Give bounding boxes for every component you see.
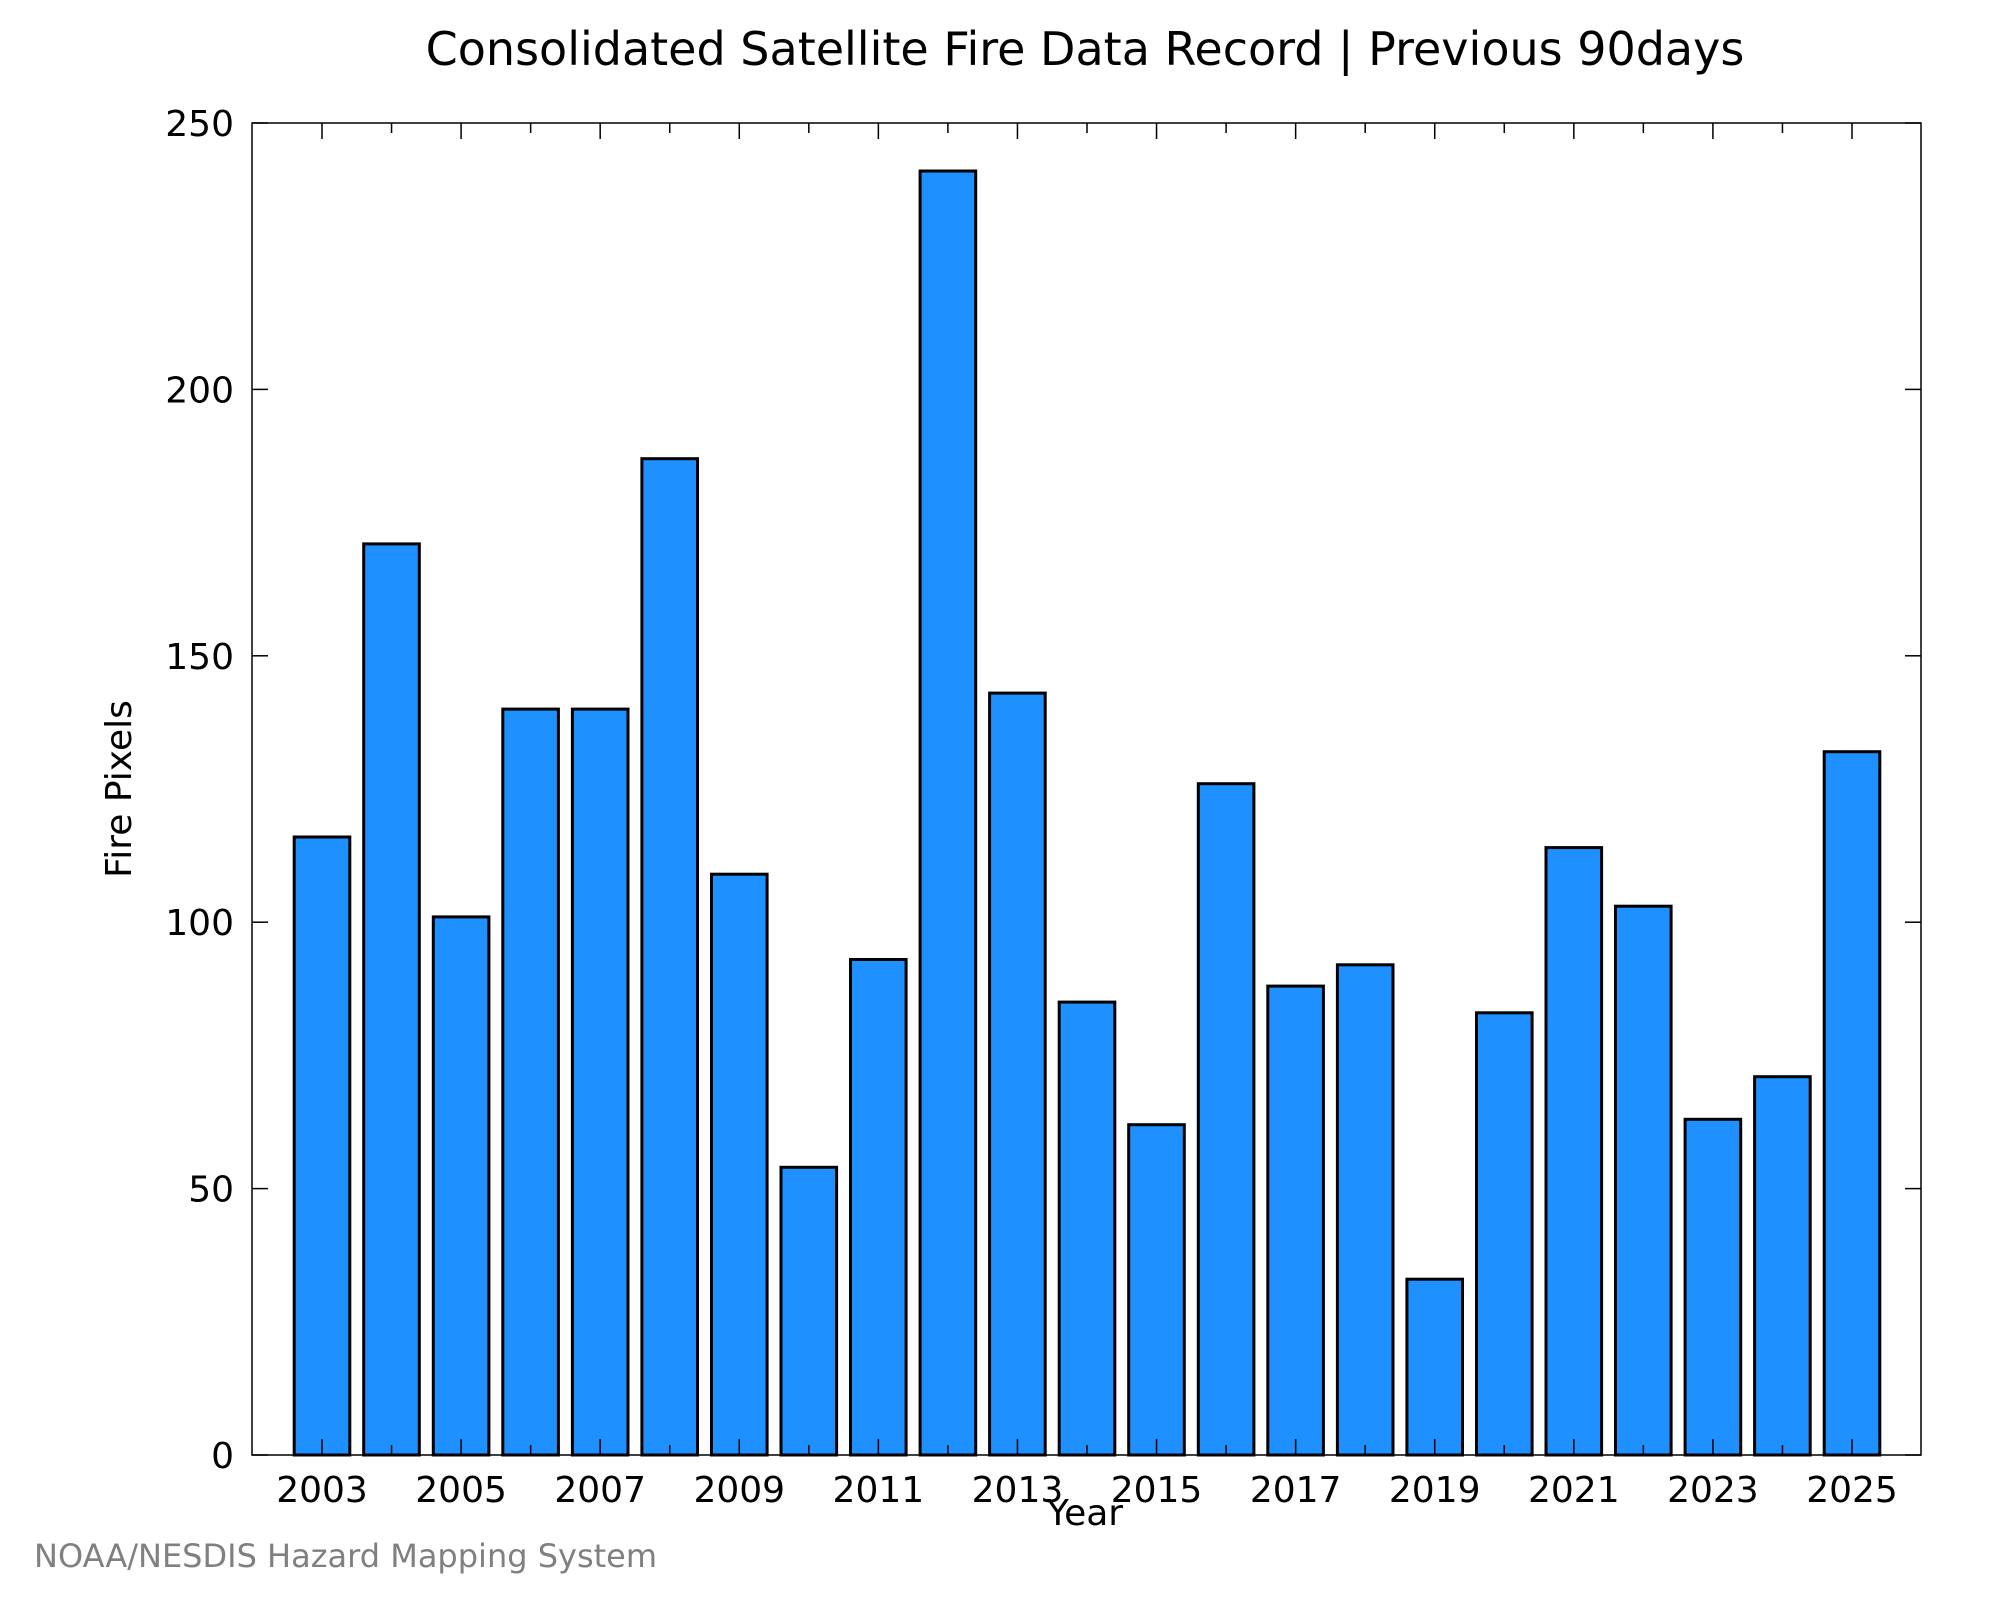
bar-2025	[1822, 750, 1882, 1457]
y-tick-label: 100	[165, 903, 234, 944]
bar-2007	[570, 707, 630, 1457]
bar-2005	[431, 915, 491, 1457]
x-tick-label: 2017	[1250, 1470, 1342, 1511]
x-tick-label: 2007	[554, 1470, 646, 1511]
x-tick-label: 2019	[1389, 1470, 1481, 1511]
y-tick-label: 50	[188, 1170, 234, 1211]
bar-2008	[640, 457, 700, 1457]
credit-text: NOAA/NESDIS Hazard Mapping System	[34, 1537, 658, 1575]
bar-2009	[710, 872, 769, 1457]
bar-2003	[292, 835, 352, 1457]
x-tick-label: 2021	[1528, 1470, 1620, 1511]
x-tick-label: 2023	[1667, 1470, 1759, 1511]
bars-layer	[292, 169, 1882, 1457]
x-axis-label: Year	[1046, 1493, 1123, 1534]
x-tick-label: 2013	[972, 1470, 1064, 1511]
bar-2012	[918, 169, 978, 1457]
y-tick-labels: 0 50 100 150 200 250	[165, 104, 234, 1477]
bar-2018	[1335, 963, 1395, 1457]
bar-2010	[779, 1165, 839, 1457]
y-axis-label: Fire Pixels	[99, 700, 140, 878]
bar-2014	[1057, 1000, 1117, 1457]
x-tick-label: 2025	[1806, 1470, 1898, 1511]
bar-2019	[1405, 1277, 1465, 1457]
bar-2020	[1475, 1011, 1534, 1457]
x-tick-label: 2015	[1111, 1470, 1203, 1511]
bar-2022	[1614, 904, 1673, 1457]
bar-2015	[1127, 1123, 1186, 1457]
x-tick-label: 2009	[693, 1470, 785, 1511]
x-tick-label: 2011	[833, 1470, 925, 1511]
plot-frame	[251, 122, 1922, 1456]
x-tick-label: 2003	[276, 1470, 368, 1511]
bar-2011	[849, 958, 908, 1457]
y-tick-label: 150	[165, 637, 234, 678]
bar-2013	[988, 691, 1047, 1457]
y-tick-label: 200	[165, 370, 234, 411]
bar-2024	[1753, 1075, 1812, 1457]
x-tick-label: 2005	[415, 1470, 507, 1511]
y-tick-label: 0	[211, 1436, 234, 1477]
bar-2023	[1683, 1117, 1743, 1457]
bar-2016	[1196, 782, 1256, 1457]
bar-2017	[1266, 984, 1325, 1457]
bar-2021	[1544, 846, 1604, 1457]
chart-title: Consolidated Satellite Fire Data Record …	[426, 22, 1745, 77]
y-tick-label: 250	[165, 104, 234, 145]
x-tick-labels: 2003 2005 2007 2009 2011 2013 2015 2017 2019 2021…	[276, 1470, 1898, 1511]
bar-2006	[501, 707, 560, 1457]
bar-2004	[362, 542, 421, 1457]
